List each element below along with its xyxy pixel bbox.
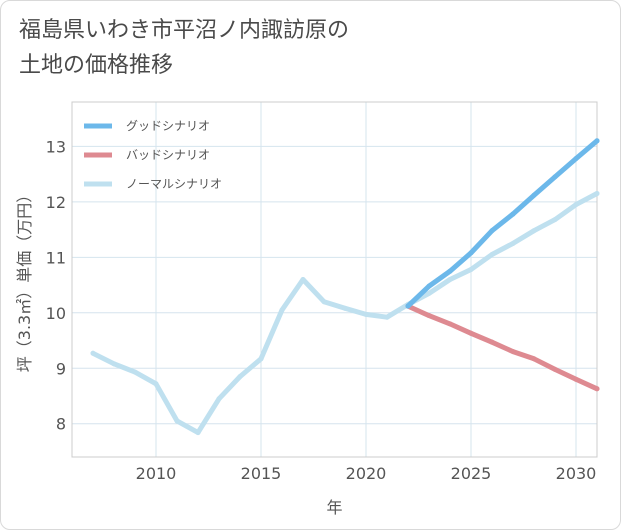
y-tick-label: 13 xyxy=(46,137,66,156)
data-point xyxy=(384,314,390,320)
data-point xyxy=(447,277,453,282)
data-point xyxy=(531,356,537,362)
x-tick-label: 2020 xyxy=(346,464,387,483)
x-tick-label: 2025 xyxy=(451,464,492,483)
chart-title: 福島県いわき市平沼ノ内諏訪原の 土地の価格推移 xyxy=(19,13,439,83)
data-point xyxy=(258,356,264,362)
data-point xyxy=(510,349,516,355)
grid xyxy=(72,102,597,457)
series-line-1 xyxy=(405,303,600,392)
data-point xyxy=(468,330,474,336)
data-point xyxy=(552,174,558,180)
data-point xyxy=(195,430,201,436)
y-tick-label: 11 xyxy=(46,248,66,267)
legend-label: グッドシナリオ xyxy=(126,119,210,133)
chart-title-line2: 土地の価格推移 xyxy=(19,53,174,78)
series-line-0 xyxy=(405,138,600,309)
x-axis-label: 年 xyxy=(326,498,342,517)
data-point xyxy=(174,418,180,424)
data-point xyxy=(573,376,579,382)
data-point xyxy=(342,305,348,311)
y-axis: 8 9 10 11 12 13 xyxy=(46,137,66,433)
data-point xyxy=(594,138,600,144)
data-point xyxy=(552,217,558,223)
data-point xyxy=(468,250,474,256)
data-point xyxy=(594,386,600,392)
y-tick-label: 8 xyxy=(56,415,66,434)
data-point xyxy=(447,321,453,327)
data-point xyxy=(300,277,306,282)
data-point xyxy=(405,303,411,309)
data-point xyxy=(111,361,117,367)
y-tick-label: 12 xyxy=(46,193,66,212)
y-axis-label: 坪（3.3㎡）単価（万円） xyxy=(15,187,34,372)
data-point xyxy=(489,252,495,258)
data-point xyxy=(216,396,222,402)
legend-label: ノーマルシナリオ xyxy=(126,177,222,191)
x-tick-label: 2015 xyxy=(241,464,282,483)
data-point xyxy=(531,228,537,234)
data-point xyxy=(510,240,516,246)
data-point xyxy=(468,267,474,273)
data-point xyxy=(237,374,243,380)
data-point xyxy=(426,290,432,296)
plot-frame xyxy=(71,101,598,458)
data-point xyxy=(447,268,453,274)
data-point xyxy=(90,350,96,356)
x-tick-label: 2030 xyxy=(556,464,597,483)
data-point xyxy=(594,191,600,197)
y-tick-label: 10 xyxy=(46,304,66,323)
data-point xyxy=(321,299,327,305)
data-point xyxy=(489,228,495,234)
data-point xyxy=(573,202,579,208)
data-point xyxy=(510,211,516,217)
x-tick-label: 2010 xyxy=(136,464,177,483)
data-point xyxy=(426,283,432,289)
data-point xyxy=(531,192,537,198)
data-point xyxy=(489,339,495,345)
data-point xyxy=(279,307,285,313)
y-tick-label: 9 xyxy=(56,359,66,378)
data-point xyxy=(426,313,432,319)
x-axis: 2010 2015 2020 2025 2030 xyxy=(136,464,597,483)
legend-label: バッドシナリオ xyxy=(126,148,210,162)
data-point xyxy=(573,156,579,162)
series-group xyxy=(90,138,600,436)
data-point xyxy=(132,369,138,375)
chart-title-line1: 福島県いわき市平沼ノ内諏訪原の xyxy=(19,18,350,43)
data-point xyxy=(363,311,369,317)
data-point xyxy=(552,366,558,372)
data-point xyxy=(153,381,159,387)
